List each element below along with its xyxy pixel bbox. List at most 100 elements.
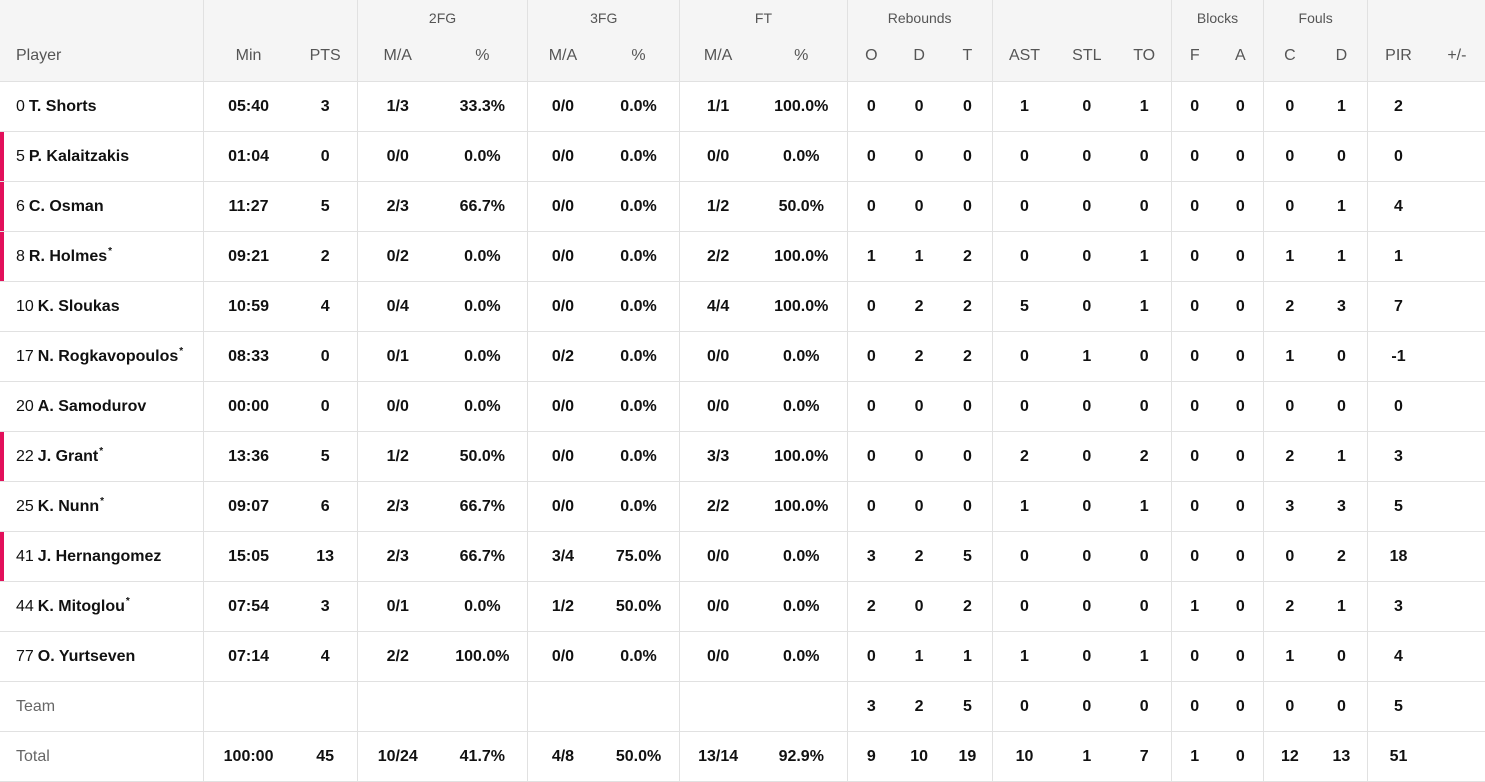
stat-cell: 3/3	[679, 431, 756, 482]
player-name[interactable]: A. Samodurov	[37, 397, 147, 415]
stat-cell: 0	[1367, 131, 1429, 182]
player-cell[interactable]: 22 J. Grant*	[0, 431, 204, 482]
stat-cell: 0	[846, 481, 896, 532]
group-blocks: Blocks	[1170, 0, 1264, 31]
stat-cell: 0	[1217, 731, 1264, 782]
column-header-fouls-c[interactable]: C	[1263, 31, 1316, 82]
stat-cell: 0	[1117, 381, 1172, 432]
column-header-plus-minus[interactable]: +/-	[1428, 31, 1485, 82]
stat-cell: 0	[1315, 631, 1368, 682]
column-header-reb-d[interactable]: D	[895, 31, 944, 82]
stat-cell: 13	[1315, 731, 1368, 782]
stat-cell: 12	[1263, 731, 1316, 782]
stat-cell: 0	[846, 631, 896, 682]
player-name[interactable]: K. Mitoglou	[37, 597, 125, 615]
stat-cell: 0/0	[679, 631, 756, 682]
stat-cell: 0	[1170, 631, 1218, 682]
column-header-pir[interactable]: PIR	[1367, 31, 1429, 82]
player-name[interactable]: J. Grant	[37, 447, 99, 465]
player-number: 20	[16, 397, 34, 415]
column-header-3fg-ma[interactable]: M/A	[527, 31, 598, 82]
stat-cell	[1428, 531, 1485, 582]
stat-cell: 13	[293, 531, 358, 582]
stat-cell: 0	[1170, 531, 1218, 582]
player-name[interactable]: R. Holmes	[28, 247, 108, 265]
stat-cell: 09:07	[202, 481, 294, 532]
stat-cell: 1	[991, 631, 1057, 682]
player-cell[interactable]: 17 N. Rogkavopoulos*	[0, 331, 204, 382]
stat-cell	[1428, 281, 1485, 332]
column-header-ft-ma[interactable]: M/A	[679, 31, 756, 82]
column-header-min[interactable]: Min	[202, 31, 294, 82]
column-header-player[interactable]: Player	[0, 31, 204, 82]
stat-cell: 0	[1056, 481, 1118, 532]
player-cell[interactable]: 5 P. Kalaitzakis	[0, 131, 204, 182]
stat-cell: 10	[895, 731, 944, 782]
stat-cell: 00:00	[202, 381, 294, 432]
column-header-2fg-pct[interactable]: %	[437, 31, 528, 82]
column-header-to[interactable]: TO	[1117, 31, 1172, 82]
player-cell[interactable]: 44 K. Mitoglou*	[0, 581, 204, 632]
player-number: 8	[16, 247, 25, 265]
stat-cell: 0	[1263, 531, 1316, 582]
stat-cell: 0/0	[679, 581, 756, 632]
column-header-reb-t[interactable]: T	[943, 31, 993, 82]
stat-cell: 0	[1217, 81, 1264, 132]
stat-cell: 0	[846, 131, 896, 182]
stat-cell: 0	[1170, 381, 1218, 432]
column-header-stl[interactable]: STL	[1056, 31, 1118, 82]
player-name[interactable]: C. Osman	[28, 197, 104, 215]
stat-cell: 09:21	[202, 231, 294, 282]
player-name[interactable]: K. Nunn	[37, 497, 100, 515]
stat-cell: 4	[293, 281, 358, 332]
stat-cell: 2	[943, 581, 993, 632]
stat-cell: 0	[1170, 181, 1218, 232]
stat-cell: 0	[895, 181, 944, 232]
player-name[interactable]: O. Yurtseven	[37, 647, 136, 665]
stat-cell: 0	[1056, 231, 1118, 282]
player-cell[interactable]: 25 K. Nunn*	[0, 481, 204, 532]
stat-cell: 0/4	[356, 281, 438, 332]
player-cell[interactable]: 41 J. Hernangomez	[0, 531, 204, 582]
asterisk-marker: *	[179, 345, 184, 357]
column-header-fouls-d[interactable]: D	[1315, 31, 1368, 82]
player-name[interactable]: N. Rogkavopoulos	[37, 347, 179, 365]
stat-cell	[1428, 431, 1485, 482]
asterisk-marker: *	[99, 445, 104, 457]
stat-cell: 0	[1217, 631, 1264, 682]
table-row: 5 P. Kalaitzakis 01:04 0 0/0 0.0% 0/0 0.0% 0/0 0.…	[0, 131, 1485, 182]
column-header-blk-a[interactable]: A	[1217, 31, 1264, 82]
player-cell[interactable]: 77 O. Yurtseven	[0, 631, 204, 682]
stat-cell: 3	[1367, 581, 1429, 632]
player-name[interactable]: T. Shorts	[28, 97, 97, 115]
stat-cell: 1	[895, 631, 944, 682]
column-header-3fg-pct[interactable]: %	[597, 31, 680, 82]
column-header-pts[interactable]: PTS	[293, 31, 358, 82]
table-row: Team 3 2 5 0 0 0 0 0 0 0 5	[0, 681, 1485, 732]
group-blank-ast	[991, 0, 1172, 31]
stat-cell: 0	[1217, 181, 1264, 232]
stat-cell: 0.0%	[597, 381, 680, 432]
player-name[interactable]: P. Kalaitzakis	[28, 147, 130, 165]
player-name[interactable]: J. Hernangomez	[37, 547, 162, 565]
stat-cell: 3	[293, 581, 358, 632]
stat-cell: 2	[1263, 431, 1316, 482]
stat-cell: 07:14	[202, 631, 294, 682]
stat-cell: 0	[1315, 131, 1368, 182]
stat-cell: 07:54	[202, 581, 294, 632]
stat-cell: 0/0	[527, 431, 598, 482]
column-header-ft-pct[interactable]: %	[755, 31, 848, 82]
column-header-ast[interactable]: AST	[991, 31, 1057, 82]
player-cell[interactable]: 10 K. Sloukas	[0, 281, 204, 332]
stat-cell: 2/3	[356, 531, 438, 582]
player-name[interactable]: K. Sloukas	[37, 297, 120, 315]
stat-cell	[1428, 481, 1485, 532]
column-header-blk-f[interactable]: F	[1170, 31, 1218, 82]
player-cell[interactable]: 0 T. Shorts	[0, 81, 204, 132]
column-header-2fg-ma[interactable]: M/A	[356, 31, 438, 82]
player-cell[interactable]: 20 A. Samodurov	[0, 381, 204, 432]
player-cell[interactable]: 6 C. Osman	[0, 181, 204, 232]
player-cell[interactable]: 8 R. Holmes*	[0, 231, 204, 282]
column-header-reb-o[interactable]: O	[846, 31, 896, 82]
stat-cell: 10/24	[356, 731, 438, 782]
